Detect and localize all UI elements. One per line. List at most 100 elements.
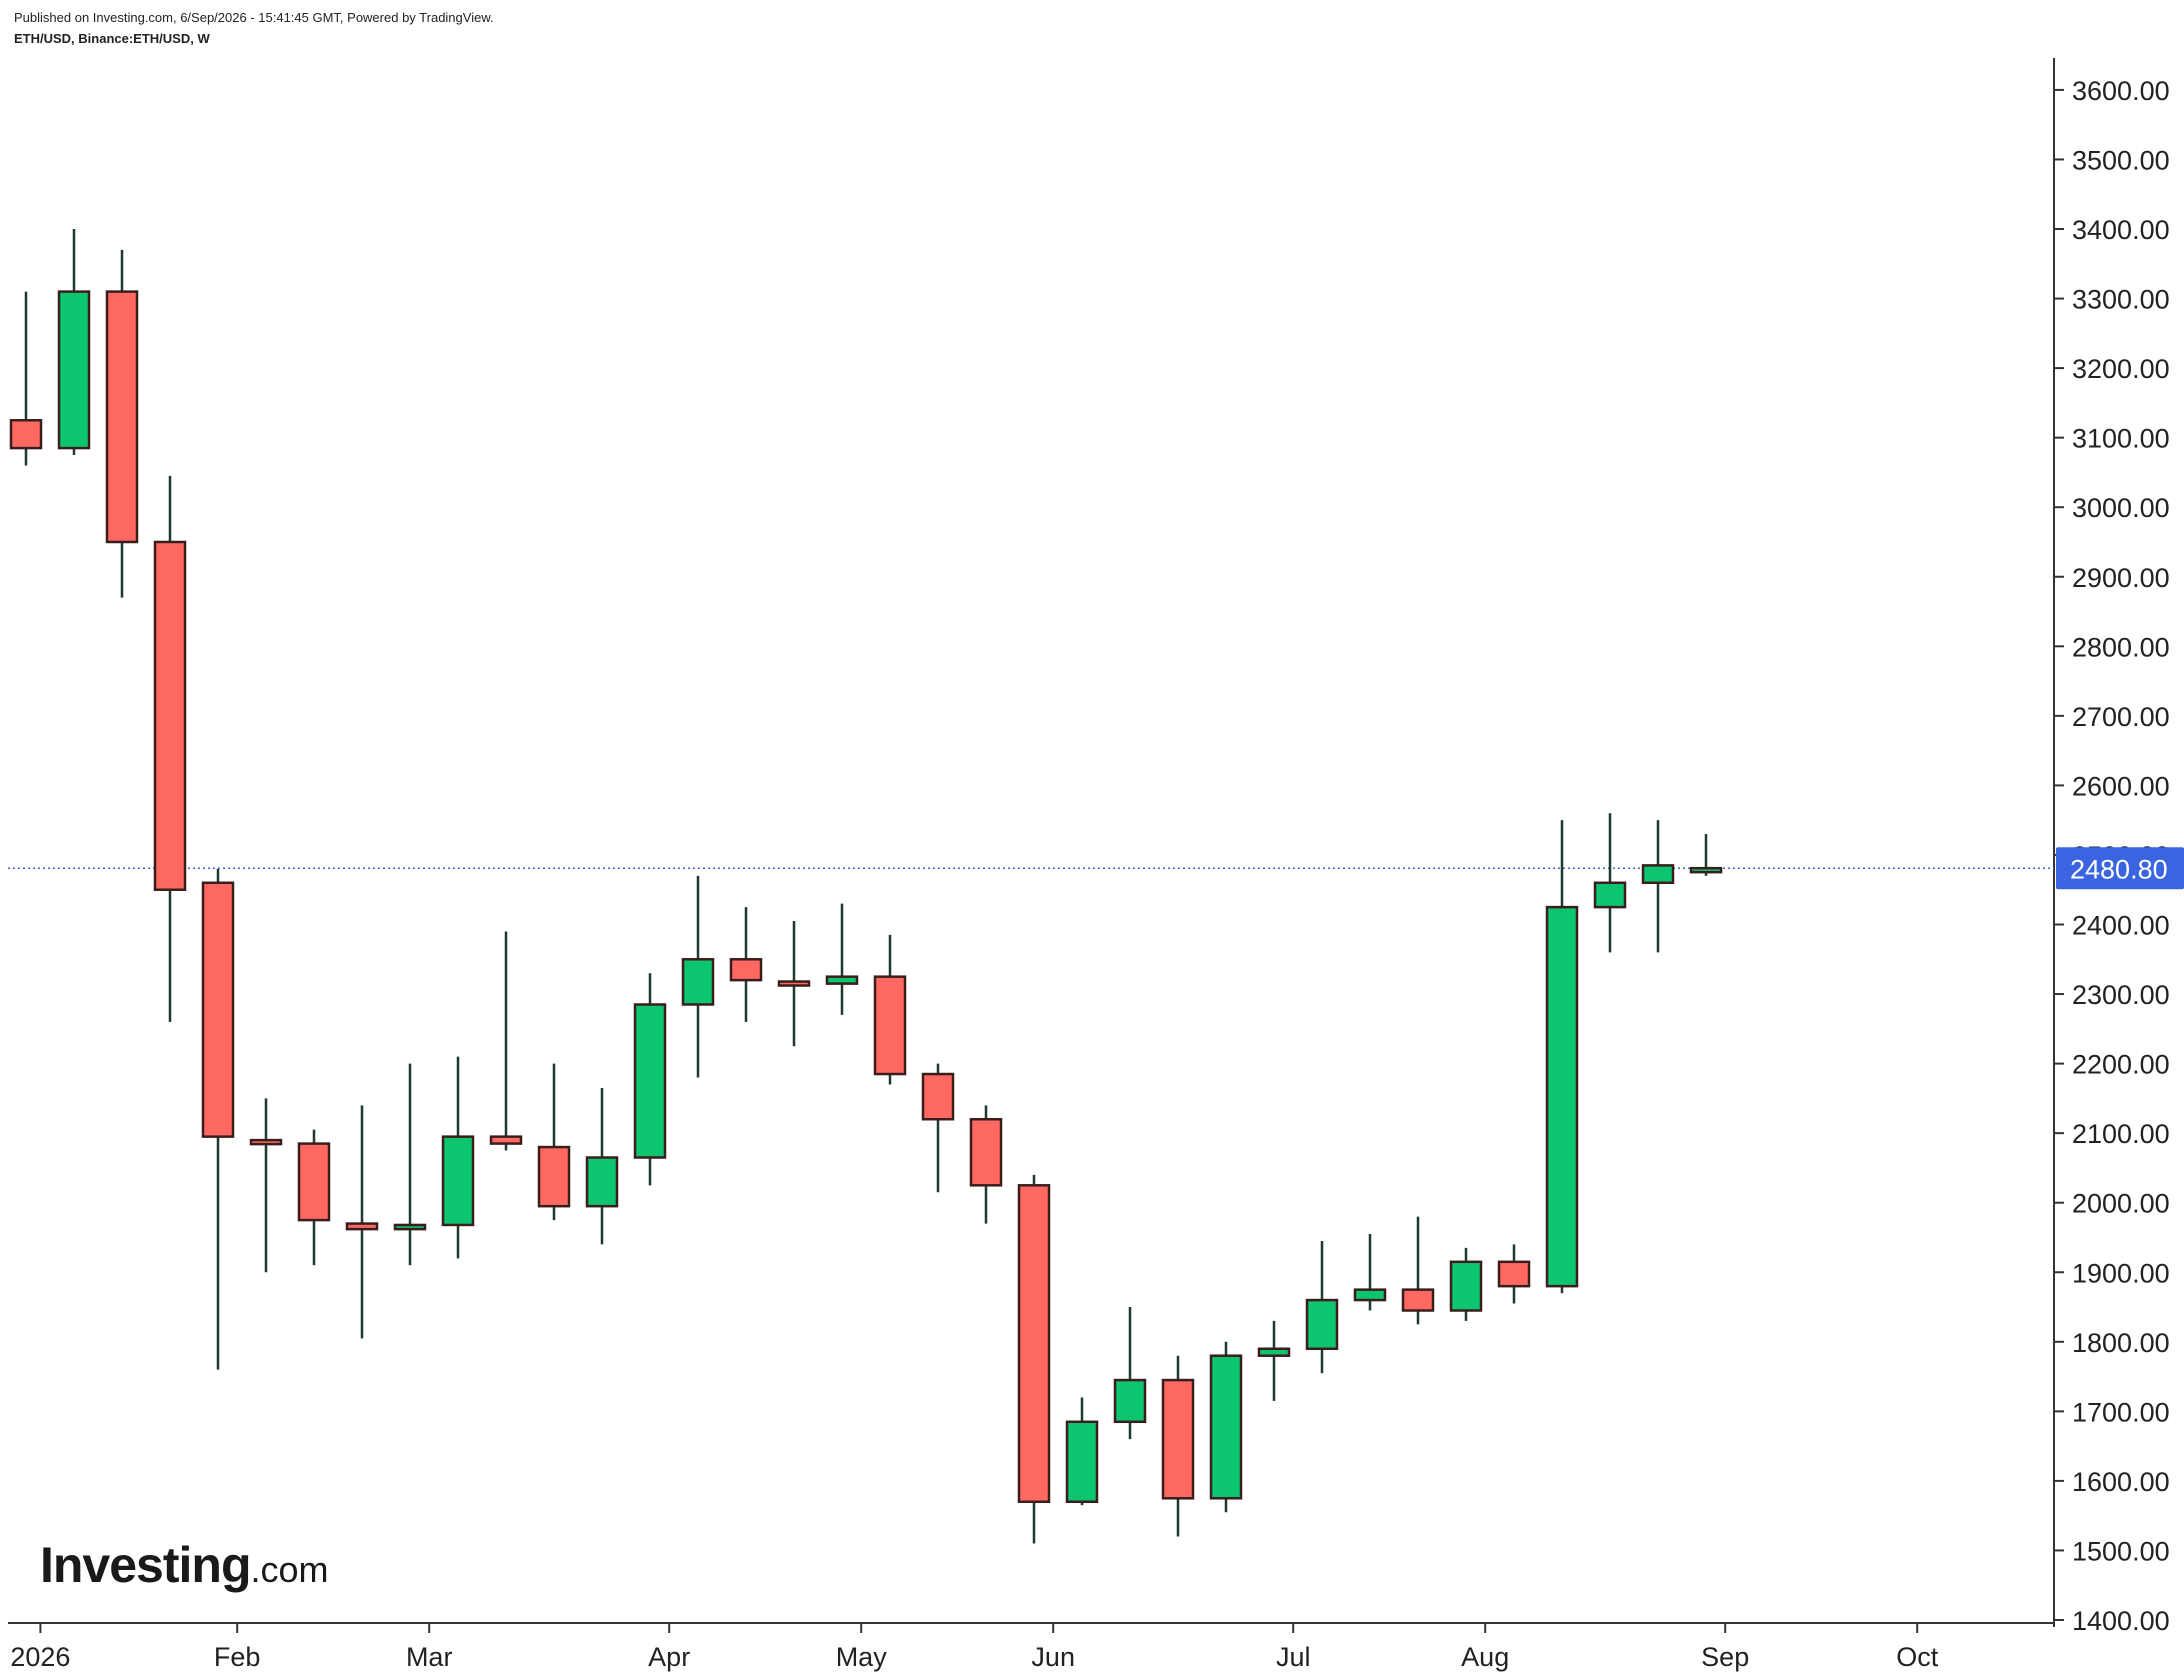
candle[interactable] [1257,1320,1291,1401]
candle-body [1257,1347,1291,1357]
candle-body [1449,1260,1483,1312]
candle-body [1641,864,1675,885]
candle[interactable] [1401,1216,1435,1325]
last-price-tag-bg [2056,847,2184,890]
candle[interactable] [921,1063,955,1193]
y-tick-label: 2100.00 [2072,1119,2170,1149]
y-tick-label: 3600.00 [2072,76,2170,106]
candle[interactable] [1065,1397,1099,1506]
candle-body [249,1138,283,1146]
x-tick-label: Aug [1461,1642,1509,1672]
candle[interactable] [1305,1240,1339,1374]
y-tick-label: 3300.00 [2072,285,2170,315]
candle[interactable] [777,921,811,1047]
x-tick-label: Jun [1031,1642,1075,1672]
candle-body [1161,1378,1195,1500]
last-price-tag: 2480.80 [2056,847,2184,890]
y-tick-label: 3500.00 [2072,145,2170,175]
candle-body [297,1142,331,1222]
investing-logo: Investing.com [40,1536,329,1594]
candle-body [57,290,91,450]
x-tick-label: Feb [214,1642,261,1672]
candle[interactable] [1497,1244,1531,1304]
candle-body [825,975,859,985]
candle-body [1113,1378,1147,1424]
candle-body [537,1145,571,1208]
published-note: Published on Investing.com, 6/Sep/2026 -… [14,10,494,25]
y-tick-label: 1600.00 [2072,1467,2170,1497]
y-tick-label: 3400.00 [2072,215,2170,245]
candle[interactable] [969,1105,1003,1224]
candle[interactable] [9,291,43,466]
x-tick-label: 2026 [10,1642,70,1672]
candle-body [585,1156,619,1208]
candle[interactable] [489,931,523,1151]
y-tick-label: 2000.00 [2072,1189,2170,1219]
y-tick-label: 1900.00 [2072,1258,2170,1288]
candle-body [201,881,235,1138]
candle-body [345,1222,379,1231]
candle-body [633,1003,667,1159]
logo-main: Investing [40,1537,251,1593]
candle-body [681,958,715,1006]
candle-body [777,980,811,987]
y-tick-label: 1700.00 [2072,1397,2170,1427]
candle[interactable] [393,1063,427,1266]
candle[interactable] [1545,820,1579,1294]
candle[interactable] [1353,1234,1387,1311]
candle[interactable] [105,249,139,598]
candle[interactable] [681,875,715,1078]
y-tick-label: 2700.00 [2072,702,2170,732]
candle[interactable] [1209,1341,1243,1513]
candle[interactable] [1161,1355,1195,1537]
y-tick-label: 2600.00 [2072,771,2170,801]
candle[interactable] [537,1063,571,1221]
candle-body [729,958,763,982]
x-tick-label: Mar [406,1642,453,1672]
candle[interactable] [249,1098,283,1273]
y-tick-label: 3200.00 [2072,354,2170,384]
candle[interactable] [825,903,859,1015]
candle[interactable] [729,907,763,1022]
candle[interactable] [1641,820,1675,953]
y-tick-label: 3000.00 [2072,493,2170,523]
candle[interactable] [153,475,187,1022]
candle-body [489,1135,523,1145]
candle-body [873,975,907,1076]
y-tick-label: 1800.00 [2072,1328,2170,1358]
candle-body [1545,905,1579,1288]
candle[interactable] [297,1129,331,1266]
candle[interactable] [57,229,91,456]
y-tick-label: 2900.00 [2072,563,2170,593]
y-tick-label: 2800.00 [2072,632,2170,662]
y-tick-label: 1400.00 [2072,1606,2170,1636]
candle[interactable] [1113,1307,1147,1440]
candle-body [1209,1354,1243,1500]
logo-suffix: .com [250,1549,329,1590]
candle-body [921,1072,955,1121]
candle-body [1401,1288,1435,1312]
candle-body [1497,1260,1531,1288]
candle[interactable] [873,934,907,1085]
candle[interactable] [1689,834,1723,876]
candle[interactable] [201,868,235,1370]
candle[interactable] [585,1087,619,1245]
x-tick-label: Oct [1896,1642,1939,1672]
y-tick-label: 3100.00 [2072,424,2170,454]
candle-body [105,290,139,544]
candle[interactable] [345,1105,379,1339]
y-tick-label: 2400.00 [2072,911,2170,941]
candle[interactable] [633,973,667,1186]
symbol-label: ETH/USD, Binance:ETH/USD, W [14,31,210,46]
candle[interactable] [441,1056,475,1259]
last-price-tag-label: 2480.80 [2070,854,2168,884]
candle-body [1353,1288,1387,1302]
x-tick-label: May [836,1642,888,1672]
candle-body [393,1223,427,1231]
candle[interactable] [1593,813,1627,953]
candle[interactable] [1449,1247,1483,1321]
candle-body [1593,881,1627,909]
candle[interactable] [1017,1174,1051,1544]
x-tick-label: Apr [648,1642,690,1672]
